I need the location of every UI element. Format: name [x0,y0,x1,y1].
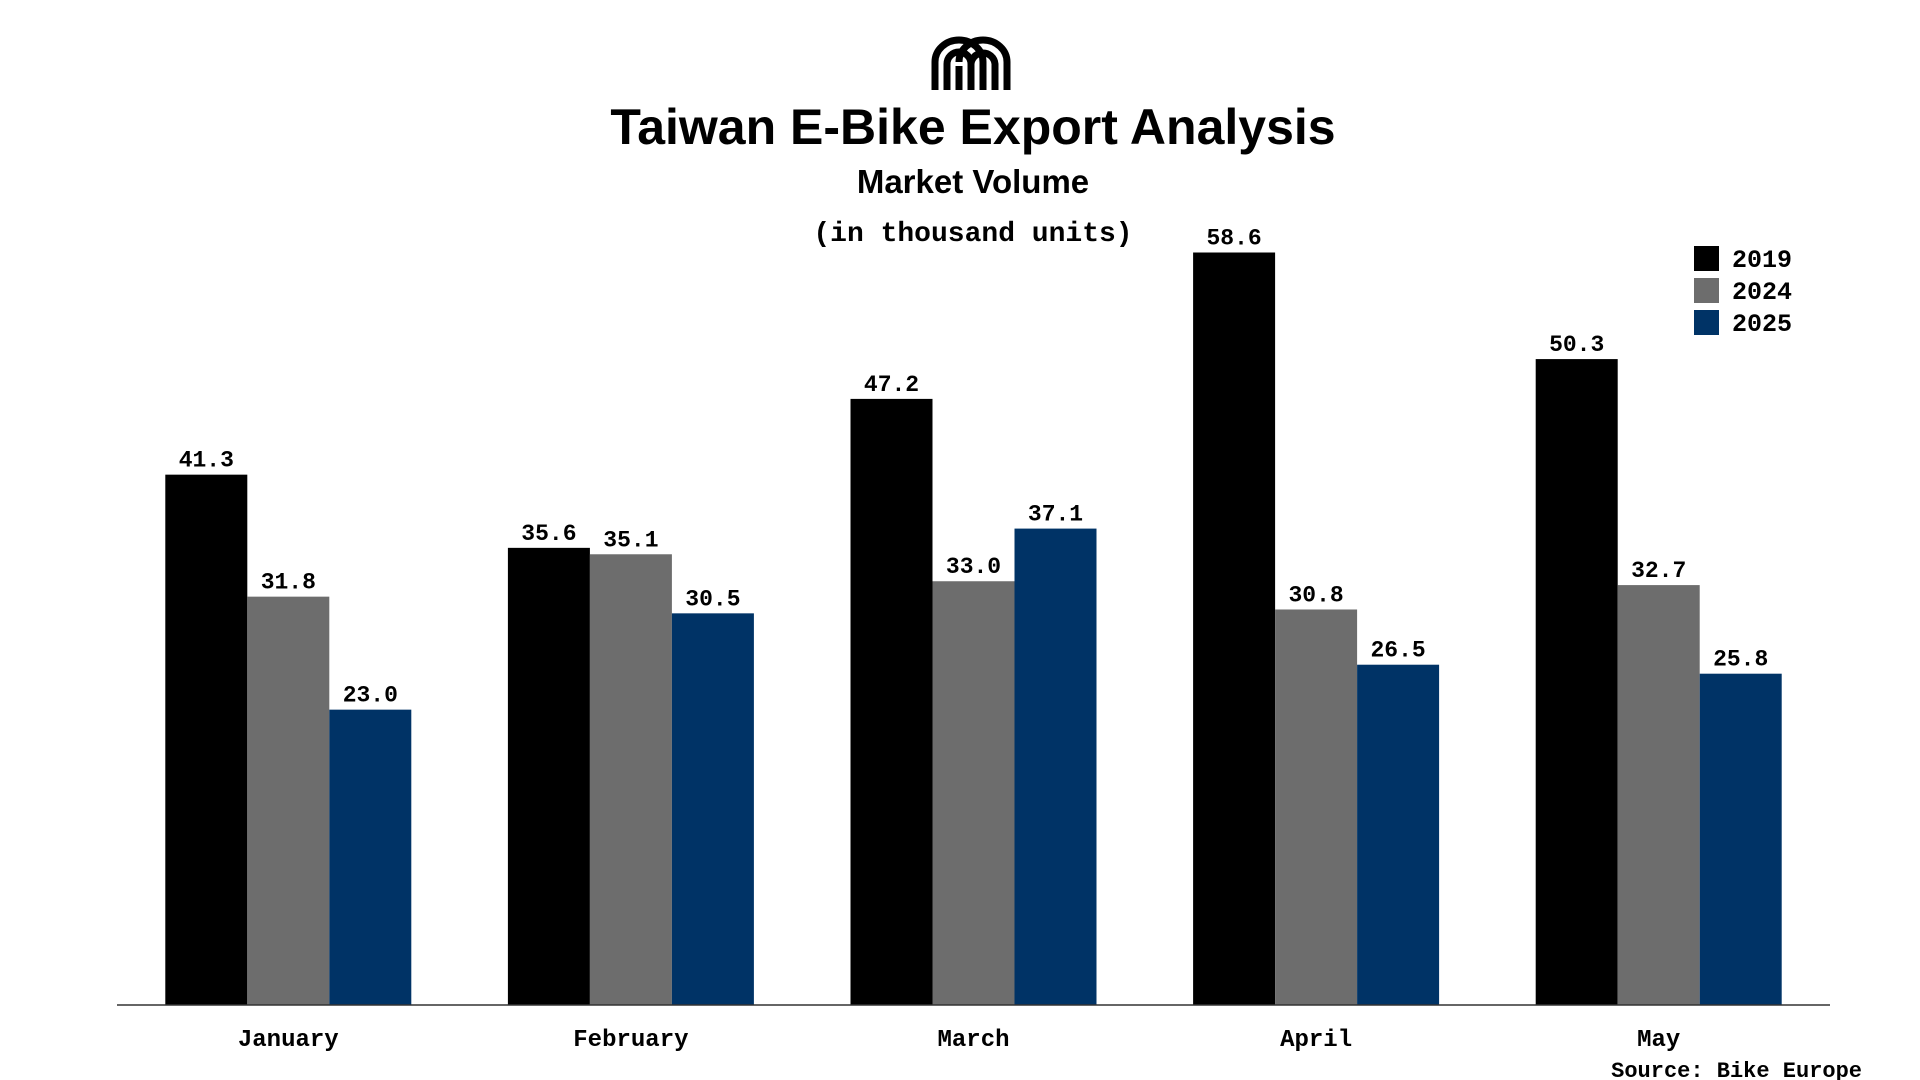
bar-february-2025 [671,613,754,1005]
legend: 2019 2024 2025 [1694,246,1792,339]
x-tick-april: April [1280,1027,1352,1054]
units-label: (in thousand units) [813,219,1132,250]
bar-march-2019 [850,398,933,1005]
bar-april-2024 [1275,609,1358,1005]
bar-may-2019 [1535,359,1618,1006]
data-label-april-2024: 30.8 [1288,582,1343,608]
data-label-february-2019: 35.6 [521,521,576,547]
legend-swatch-2025 [1694,310,1719,335]
bars-layer [165,252,1782,1006]
bar-january-2024 [247,596,330,1005]
bar-january-2019 [165,474,248,1006]
chart-subtitle: Market Volume [857,163,1089,200]
data-label-april-2019: 58.6 [1206,226,1261,252]
bar-may-2025 [1699,673,1782,1005]
data-label-march-2024: 33.0 [946,554,1001,580]
x-tick-may: May [1637,1027,1680,1054]
chart-title: Taiwan E-Bike Export Analysis [610,99,1335,155]
data-label-january-2025: 23.0 [343,683,398,709]
data-label-march-2019: 47.2 [864,372,919,398]
bar-april-2019 [1193,252,1276,1005]
legend-label-2024: 2024 [1732,278,1792,307]
legend-label-2019: 2019 [1732,246,1792,275]
bar-february-2024 [589,554,672,1005]
legend-label-2025: 2025 [1732,310,1792,339]
arch-logo-icon [931,36,1011,90]
x-tick-february: February [573,1027,688,1054]
data-label-may-2025: 25.8 [1713,647,1768,673]
data-label-january-2024: 31.8 [261,570,316,596]
data-label-march-2025: 37.1 [1028,502,1083,528]
bar-march-2025 [1014,528,1097,1005]
legend-swatch-2019 [1694,246,1719,271]
data-label-january-2019: 41.3 [179,448,234,474]
bar-january-2025 [329,709,412,1005]
x-tick-labels: January February March April May [238,1027,1680,1054]
data-label-february-2025: 30.5 [685,586,740,612]
legend-swatch-2024 [1694,278,1719,303]
bar-february-2019 [507,547,590,1005]
bar-march-2024 [932,581,1015,1005]
data-label-april-2025: 26.5 [1370,638,1425,664]
bar-may-2024 [1617,585,1700,1005]
source-note: Source: Bike Europe [1611,1059,1862,1080]
bar-april-2025 [1357,664,1440,1005]
data-label-may-2019: 50.3 [1549,332,1604,358]
x-tick-january: January [238,1027,339,1054]
data-label-may-2024: 32.7 [1631,558,1686,584]
data-label-february-2024: 35.1 [603,527,658,553]
x-tick-march: March [937,1027,1009,1054]
data-labels-layer: 41.3 31.8 23.0 35.6 35.1 30.5 47.2 33.0 37.1 58.6… [179,226,1769,709]
